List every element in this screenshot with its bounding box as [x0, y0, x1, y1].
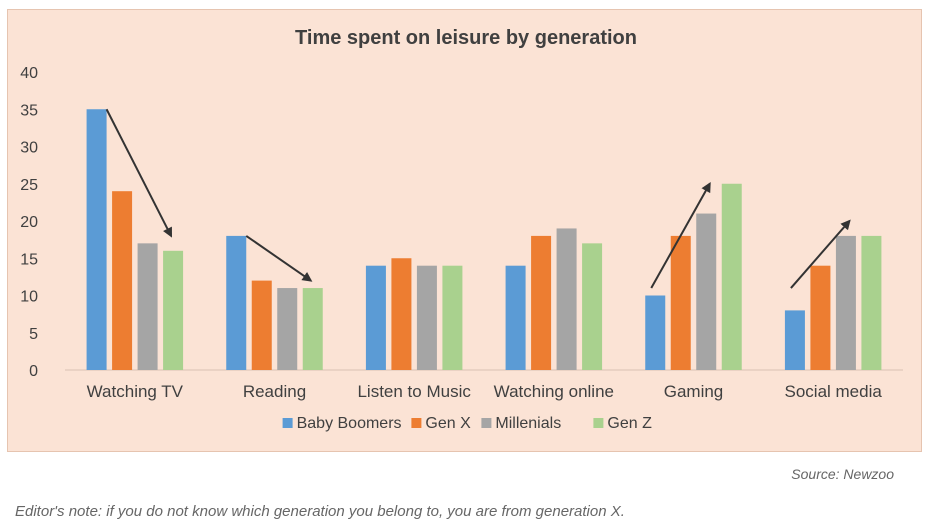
legend-swatch	[282, 418, 293, 428]
bar-millenials	[137, 243, 158, 370]
bar-millenials	[416, 265, 437, 370]
x-tick-label: Listen to Music	[357, 382, 471, 401]
bar-gen-z	[861, 235, 882, 370]
trend-arrow	[790, 219, 851, 289]
x-tick-label: Social media	[785, 382, 883, 401]
bar-baby-boomers	[505, 265, 526, 370]
trend-arrows	[105, 108, 851, 289]
bar-gen-x	[810, 265, 831, 370]
bar-baby-boomers	[784, 310, 805, 370]
bar-baby-boomers	[86, 109, 107, 370]
y-tick-label: 5	[29, 326, 38, 343]
bar-baby-boomers	[645, 295, 666, 370]
bar-gen-z	[163, 250, 184, 370]
bars	[86, 109, 882, 370]
x-tick-label: Reading	[243, 382, 306, 401]
bar-baby-boomers	[226, 235, 247, 370]
legend-label: Millenials	[495, 415, 561, 432]
legend-label: Gen Z	[607, 415, 652, 432]
y-tick-label: 30	[20, 140, 38, 157]
bar-gen-z	[442, 265, 463, 370]
y-tick-label: 0	[29, 363, 38, 380]
bar-gen-x	[670, 235, 691, 370]
legend-label: Gen X	[425, 415, 471, 432]
chart-svg: Time spent on leisure by generation 0 5 10…	[20, 27, 903, 432]
source-note: Source: Newzoo	[791, 466, 894, 482]
y-tick-label: 10	[20, 289, 38, 306]
x-tick-label: Watching online	[494, 382, 614, 401]
trend-arrow	[245, 235, 313, 282]
legend-swatch	[593, 418, 604, 428]
trend-arrow	[650, 182, 711, 289]
y-tick-label: 40	[20, 65, 38, 82]
y-tick-label: 20	[20, 214, 38, 231]
bar-millenials	[835, 235, 856, 370]
bar-gen-x	[251, 280, 272, 370]
bar-gen-x	[112, 191, 133, 370]
x-tick-label: Watching TV	[87, 382, 184, 401]
x-tick-label: Gaming	[664, 382, 724, 401]
y-axis: 0 5 10 15 20 25 30 35 40	[20, 65, 903, 380]
y-tick-label: 25	[20, 177, 38, 194]
bar-millenials	[696, 213, 717, 370]
bar-baby-boomers	[365, 265, 386, 370]
chart-title: Time spent on leisure by generation	[295, 27, 637, 49]
bar-gen-z	[721, 183, 742, 370]
bar-gen-x	[391, 258, 412, 370]
y-tick-label: 15	[20, 251, 38, 268]
bar-gen-z	[582, 243, 603, 370]
bar-gen-z	[302, 288, 323, 370]
y-tick-label: 35	[20, 102, 38, 119]
legend-label: Baby Boomers	[297, 415, 402, 432]
legend: Baby Boomers Gen X Millenials Gen Z	[282, 415, 652, 432]
trend-arrow	[105, 108, 172, 238]
legend-swatch	[411, 418, 422, 428]
bar-millenials	[556, 228, 577, 370]
chart-panel: Time spent on leisure by generation 0 5 10…	[7, 9, 922, 452]
editors-note: Editor's note: if you do not know which …	[15, 503, 625, 520]
bar-gen-x	[531, 235, 552, 370]
x-axis-labels: Watching TV Reading Listen to Music Watchin…	[87, 382, 883, 401]
bar-millenials	[277, 288, 298, 370]
legend-swatch	[481, 418, 492, 428]
